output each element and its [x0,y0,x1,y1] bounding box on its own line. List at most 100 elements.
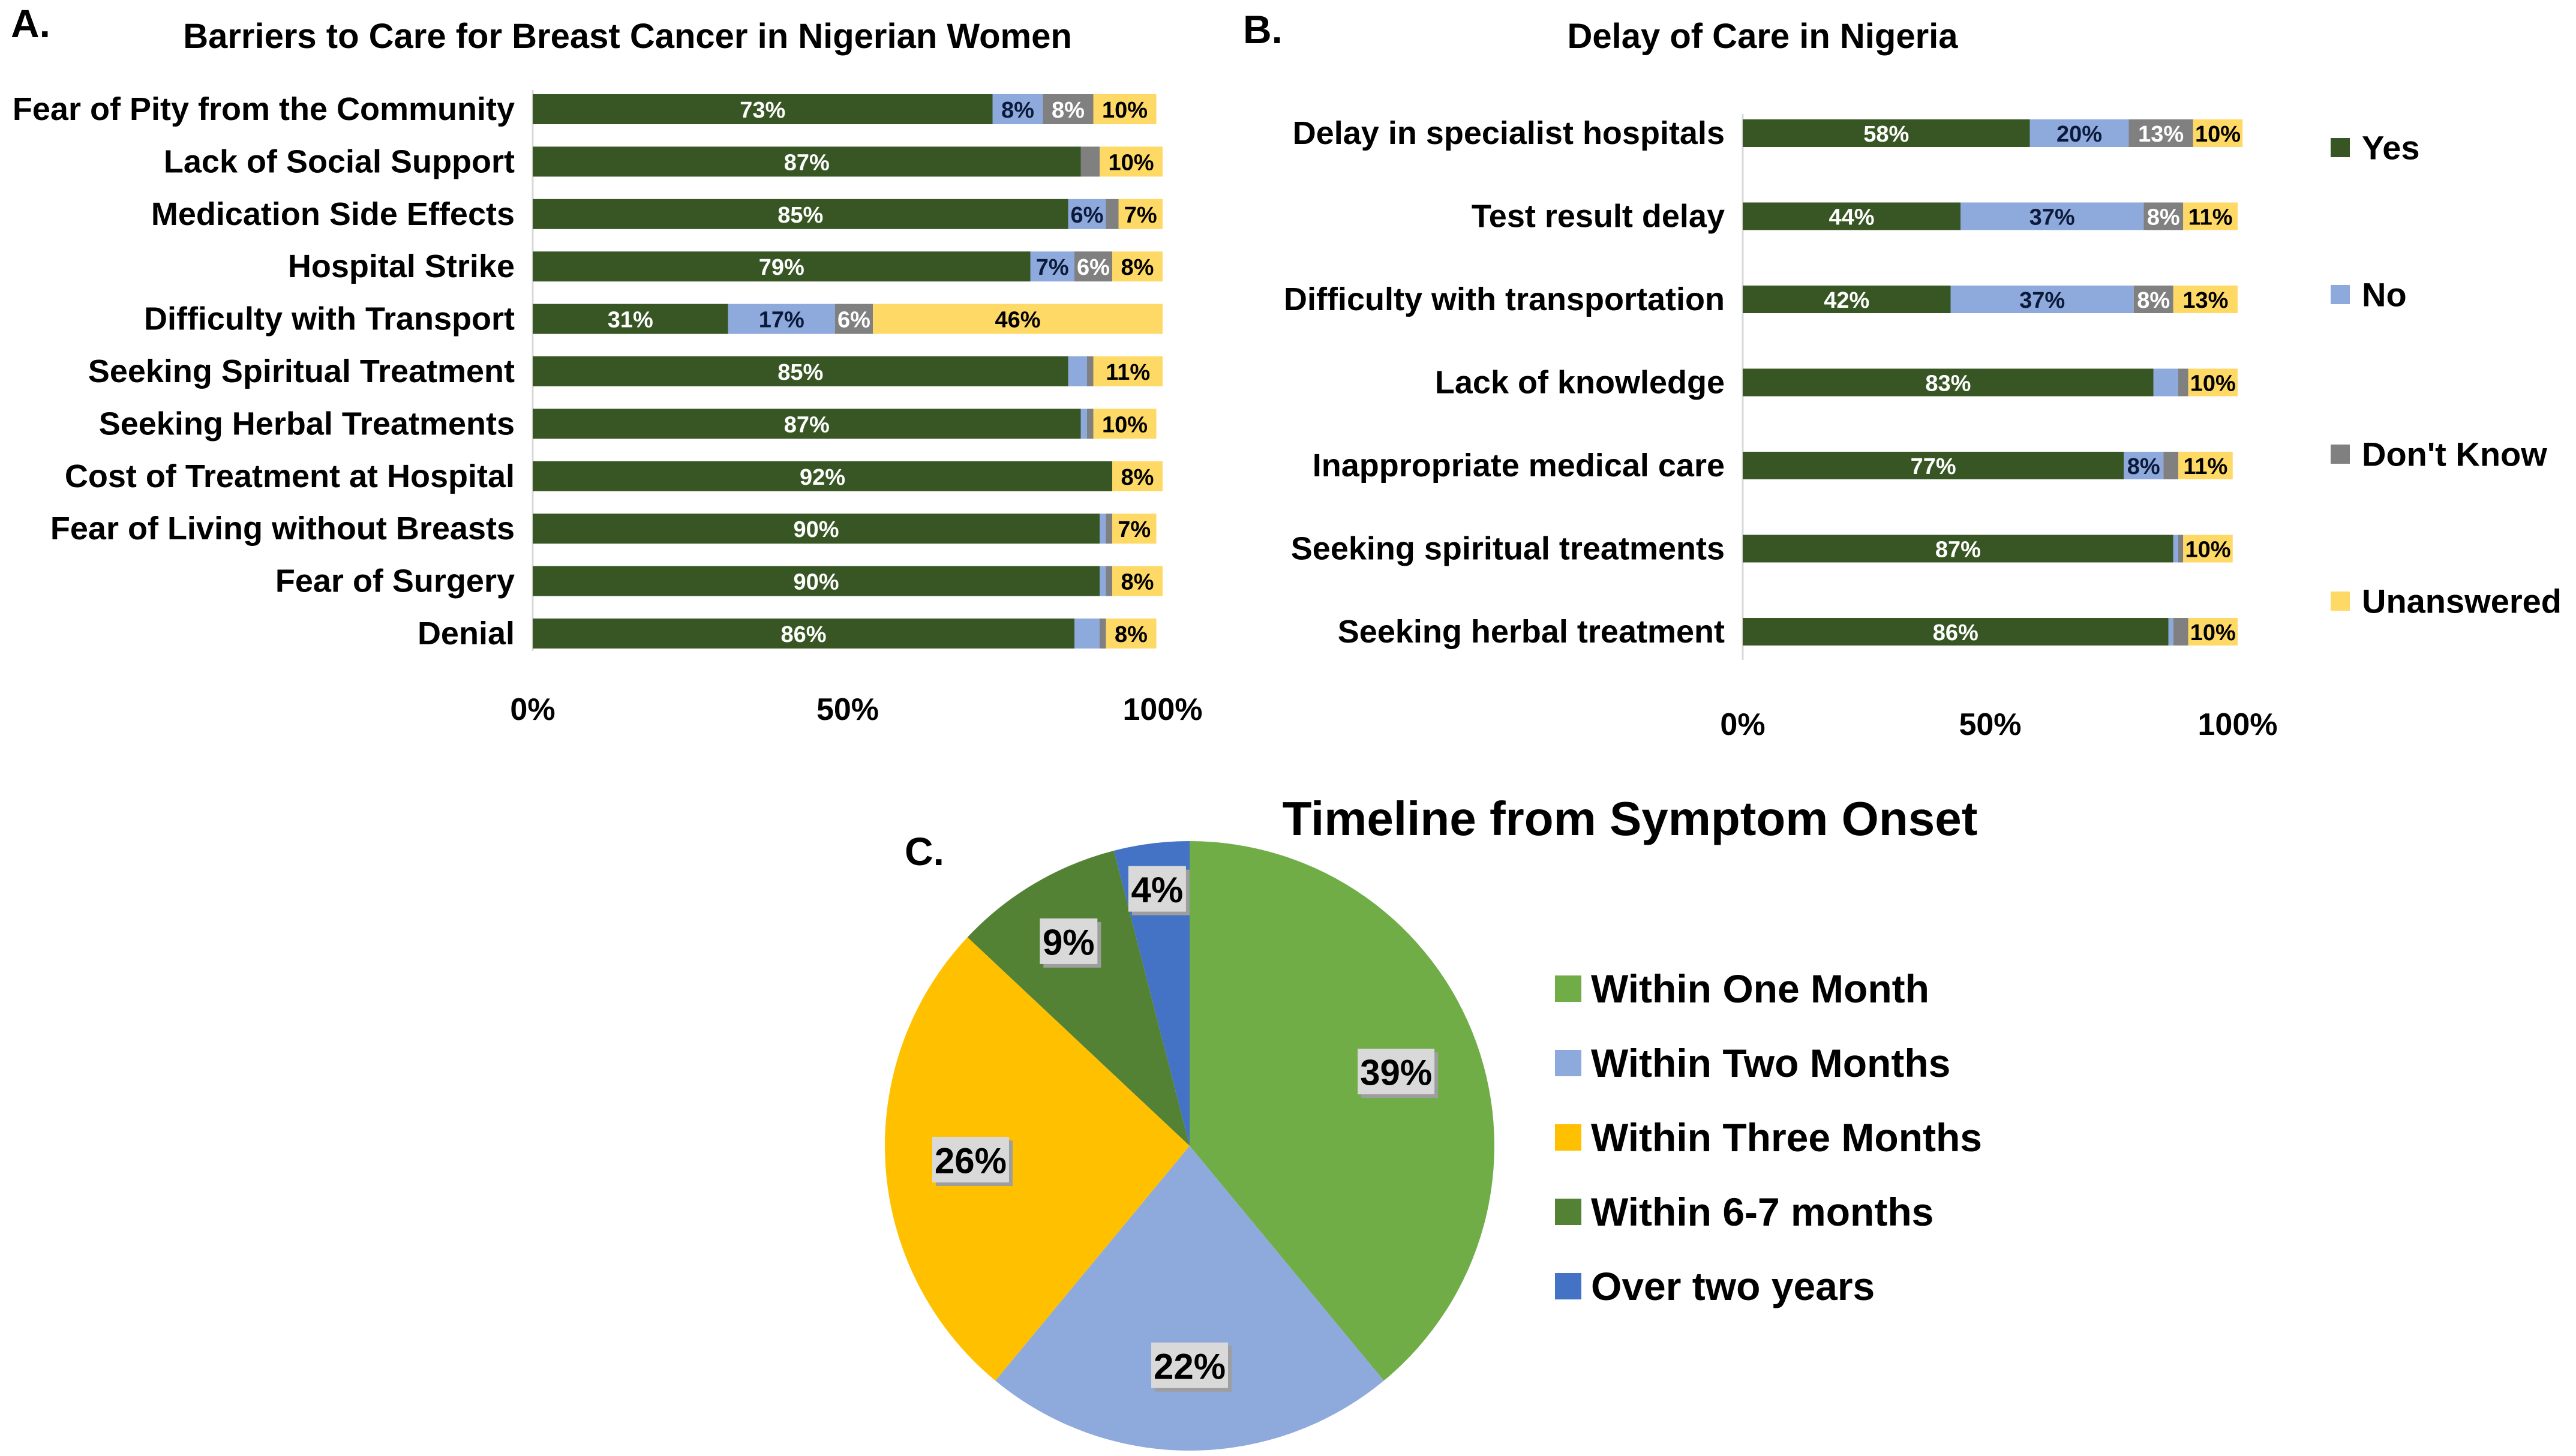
bar-no [728,304,835,334]
bar-yes [533,409,1081,439]
bar-don-t-know [2143,202,2184,230]
legend-label-don-t-know: Don't Know [2362,436,2547,473]
pie-legend-swatch-within-three-months [1555,1124,1581,1151]
data-label: 10% [1108,150,1154,175]
pie-data-label: 26% [935,1140,1007,1181]
bar-unanswered [1112,461,1163,491]
bar-yes [1743,202,1960,230]
pie-legend-swatch-within-two-months [1555,1050,1581,1076]
data-label: 8% [1115,622,1148,647]
data-label: 8% [1001,98,1034,123]
data-label: 83% [1925,371,1971,397]
bar-no [1030,251,1074,282]
bar-yes [1743,368,2154,397]
data-label: 73% [740,98,785,123]
pie-label-box [1358,1049,1435,1095]
legend-swatch-no [2331,285,2350,304]
chart-c-legend: Within One Month Within Two Months Within … [1555,966,1982,1308]
bar-yes [533,356,1068,386]
data-label: 8% [1121,465,1154,490]
data-label: 6% [837,308,870,333]
panel-b: B. Delay of Care in Nigeria Delay in spe… [1243,7,2562,742]
data-label: 10% [1102,412,1148,437]
category-label: Denial [418,616,515,652]
data-label: 10% [2190,620,2236,646]
category-label: Fear of Living without Breasts [50,511,515,547]
bar-yes [1743,286,1951,313]
bar-unanswered [2183,535,2233,563]
chart-b-legend: Yes No Don't Know Unanswered [2331,129,2562,620]
bar-no [2029,119,2129,147]
category-label: Seeking Herbal Treatments [99,406,515,442]
data-label: 6% [1077,255,1110,280]
pie-label-box [1040,918,1098,964]
panel-c-label: C. [905,829,944,873]
bar-don-t-know [2128,119,2193,147]
bar-yes [533,94,993,124]
pie-label-box [1151,1342,1228,1388]
bar-unanswered [1106,619,1157,649]
bar-no [992,94,1043,124]
bar-unanswered [1112,514,1157,544]
bar-no [1100,566,1106,596]
category-label: Delay in specialist hospitals [1293,115,1725,151]
category-label: Lack of knowledge [1435,365,1725,401]
data-label: 10% [2190,371,2236,397]
bar-no [2173,535,2178,563]
bar-don-t-know [835,304,873,334]
data-label: 85% [777,360,823,385]
bar-unanswered [2173,286,2238,313]
bar-don-t-know [1074,251,1112,282]
bar-unanswered [2183,202,2238,230]
data-label: 79% [759,255,804,280]
chart-a-bars: Fear of Pity from the Community 73% 8% 8% 10… [13,90,1203,727]
category-label: Seeking herbal treatment [1338,614,1725,650]
pie-slice-within-three-months [885,937,1190,1381]
data-label: 13% [2138,122,2184,147]
data-label: 8% [1052,98,1085,123]
data-label: 31% [608,308,653,333]
legend-label-no: No [2362,276,2407,314]
category-label: Inappropriate medical care [1313,448,1725,484]
data-label: 10% [2195,122,2241,147]
panel-c: C. Timeline from Symptom Onset 39% 22% 26%… [885,792,1982,1451]
pie-data-label: 22% [1154,1346,1226,1386]
pie-legend-label-within-two-months: Within Two Months [1591,1041,1950,1085]
data-label: 17% [759,308,804,333]
category-label: Seeking spiritual treatments [1291,531,1725,567]
chart-b-title: Delay of Care in Nigeria [1567,17,1958,56]
pie-label-box [1128,866,1186,912]
x-tick-label: 0% [510,692,555,727]
x-tick-label: 0% [1720,707,1765,742]
panel-a-label: A. [11,1,50,46]
legend-label-unanswered: Unanswered [2362,583,2562,620]
pie-legend-swatch-over-two-years [1555,1273,1581,1299]
bar-no [1080,409,1087,439]
bar-no [1068,199,1106,229]
chart-c-pie: 39% 22% 26% 9% 4% [885,841,1494,1451]
bar-unanswered [2178,452,2233,479]
data-label: 86% [1933,620,1978,646]
bar-don-t-know [1106,566,1112,596]
data-label: 58% [1863,122,1909,147]
data-label: 10% [1102,98,1148,123]
data-label: 46% [995,308,1040,333]
data-label: 7% [1118,517,1151,542]
bar-yes [533,461,1112,491]
data-label: 11% [1106,360,1150,385]
category-label: Difficulty with Transport [144,301,515,337]
category-label: Hospital Strike [288,248,515,284]
bar-no [2153,368,2178,397]
bar-yes [533,251,1031,282]
bar-yes [533,199,1068,229]
category-label: Cost of Treatment at Hospital [65,458,515,494]
legend-label-yes: Yes [2362,129,2420,167]
bar-don-t-know [2133,286,2173,313]
bar-don-t-know [1087,356,1094,386]
legend-swatch-yes [2331,138,2350,157]
bar-unanswered [1112,566,1163,596]
bar-don-t-know [1087,409,1094,439]
bar-unanswered [1112,251,1163,282]
legend-swatch-don-t-know [2331,445,2350,464]
pie-legend-label-within-6-7-months: Within 6-7 months [1591,1190,1933,1234]
